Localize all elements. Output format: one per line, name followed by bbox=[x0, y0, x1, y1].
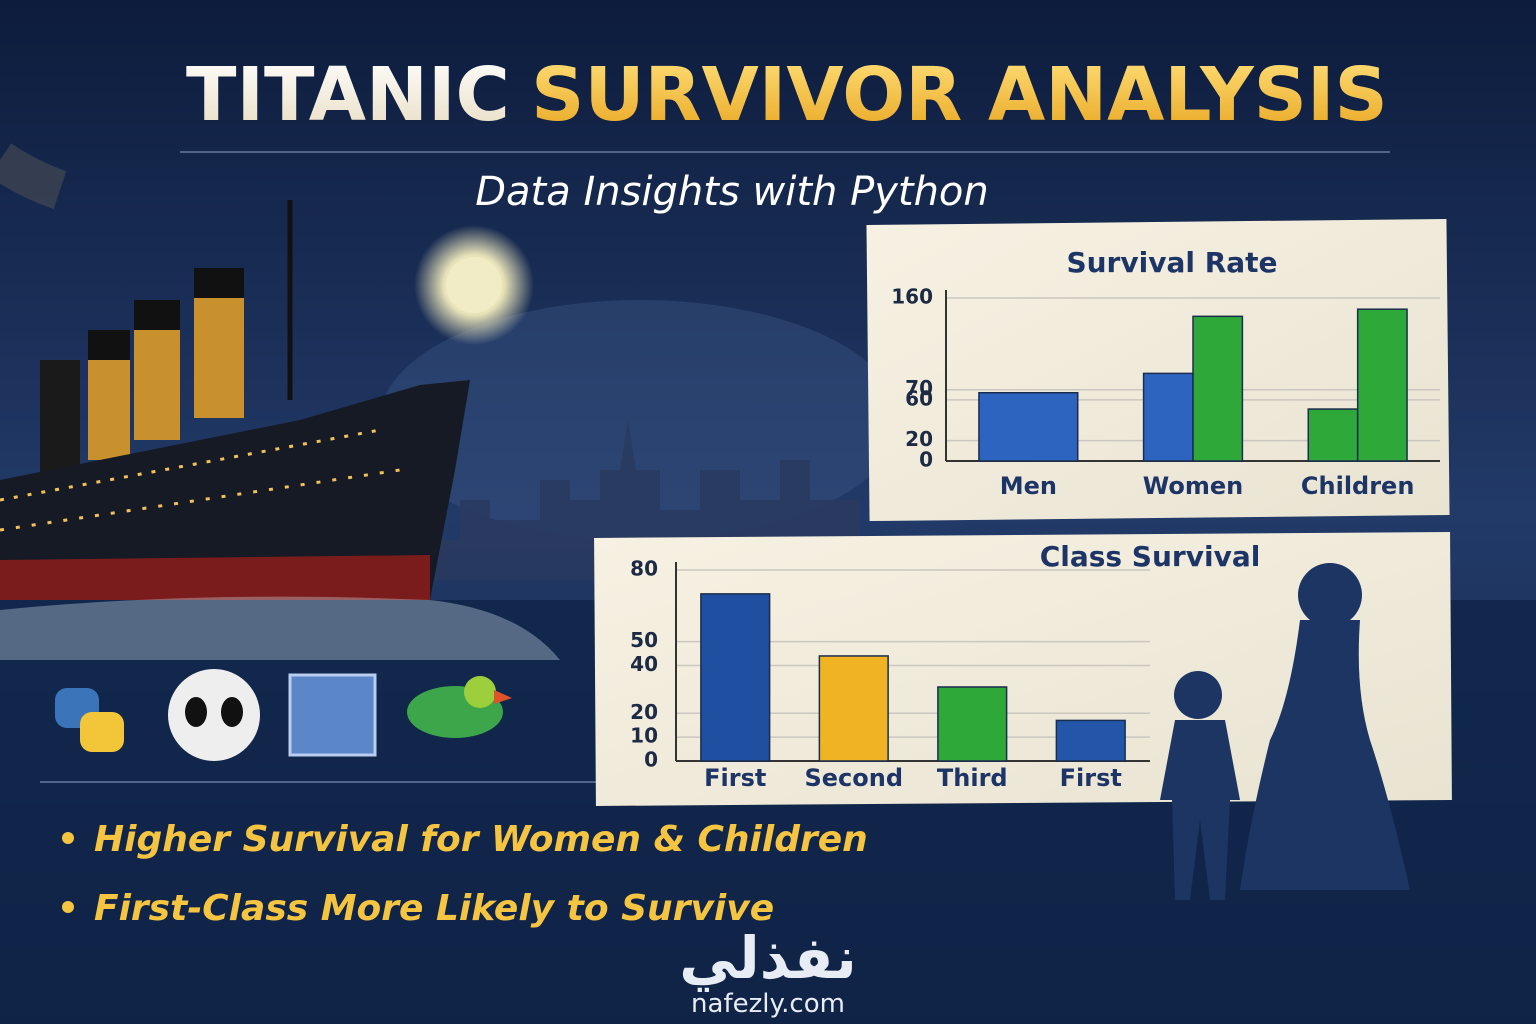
y-tick-label: 20 bbox=[630, 700, 658, 724]
x-tick-label: First bbox=[1060, 764, 1122, 792]
y-tick-label: 40 bbox=[630, 652, 658, 676]
python-icon bbox=[80, 712, 124, 752]
funnel-top bbox=[134, 300, 180, 330]
chart-title: Survival Rate bbox=[1066, 246, 1277, 279]
x-tick-label: First bbox=[704, 764, 766, 792]
chart-title: Class Survival bbox=[1040, 540, 1261, 573]
bar bbox=[978, 391, 1079, 462]
x-tick-label: Children bbox=[1301, 472, 1415, 500]
woman-body bbox=[1240, 620, 1410, 890]
y-tick-label: 20 bbox=[905, 427, 933, 451]
title-part: TITANIC bbox=[186, 52, 511, 138]
tool-icons bbox=[55, 669, 512, 761]
bar bbox=[1307, 408, 1359, 462]
y-tick-label: 160 bbox=[891, 285, 933, 309]
cube-icon bbox=[288, 673, 377, 757]
bird-beak bbox=[494, 690, 512, 704]
y-tick-label: 0 bbox=[644, 748, 658, 772]
title-part: SURVIVOR ANALYSIS bbox=[531, 52, 1388, 138]
funnel-top bbox=[194, 268, 244, 298]
woman-head bbox=[1298, 563, 1362, 627]
title: TITANIC SURVIVOR ANALYSIS bbox=[186, 52, 1388, 138]
bar bbox=[937, 686, 1008, 762]
x-tick-label: Third bbox=[937, 764, 1008, 792]
wake bbox=[0, 596, 560, 660]
x-tick-label: Second bbox=[804, 764, 903, 792]
bar bbox=[1356, 308, 1408, 462]
silhouette bbox=[1160, 563, 1410, 900]
lights bbox=[0, 468, 401, 532]
hull bbox=[0, 380, 470, 600]
smoke bbox=[0, 143, 67, 209]
panda-eye bbox=[221, 697, 243, 727]
bar bbox=[1055, 719, 1126, 762]
logo: نفذلي bbox=[679, 924, 856, 992]
funnel-top bbox=[88, 330, 130, 360]
y-tick-label: 60 bbox=[905, 386, 933, 410]
y-tick-label: 0 bbox=[919, 448, 933, 472]
x-tick-label: Men bbox=[1000, 472, 1057, 500]
website: nafezly.com bbox=[691, 989, 845, 1019]
panda-icon bbox=[168, 669, 260, 761]
panda-eye bbox=[185, 697, 207, 727]
hull-stripe bbox=[0, 555, 430, 600]
ship bbox=[0, 143, 470, 600]
bar bbox=[700, 593, 771, 762]
bar bbox=[1142, 372, 1194, 462]
bullet-dot bbox=[62, 901, 74, 913]
bird-head bbox=[464, 676, 496, 708]
cloud bbox=[380, 300, 900, 540]
bar bbox=[818, 655, 889, 762]
child-body bbox=[1160, 720, 1240, 900]
child-head bbox=[1174, 671, 1222, 719]
bullet-text: First-Class More Likely to Survive bbox=[94, 888, 774, 929]
subtitle: Data Insights with Python bbox=[475, 169, 989, 215]
y-tick-label: 70 bbox=[905, 376, 933, 400]
bullet-dot bbox=[62, 832, 74, 844]
bullet-text: Higher Survival for Women & Children bbox=[94, 819, 868, 860]
bar bbox=[1192, 315, 1244, 462]
y-tick-label: 50 bbox=[630, 628, 658, 652]
y-tick-label: 80 bbox=[630, 557, 658, 581]
x-tick-label: Women bbox=[1143, 472, 1243, 500]
funnel bbox=[40, 360, 80, 480]
moon bbox=[446, 257, 502, 313]
y-tick-label: 10 bbox=[630, 724, 658, 748]
